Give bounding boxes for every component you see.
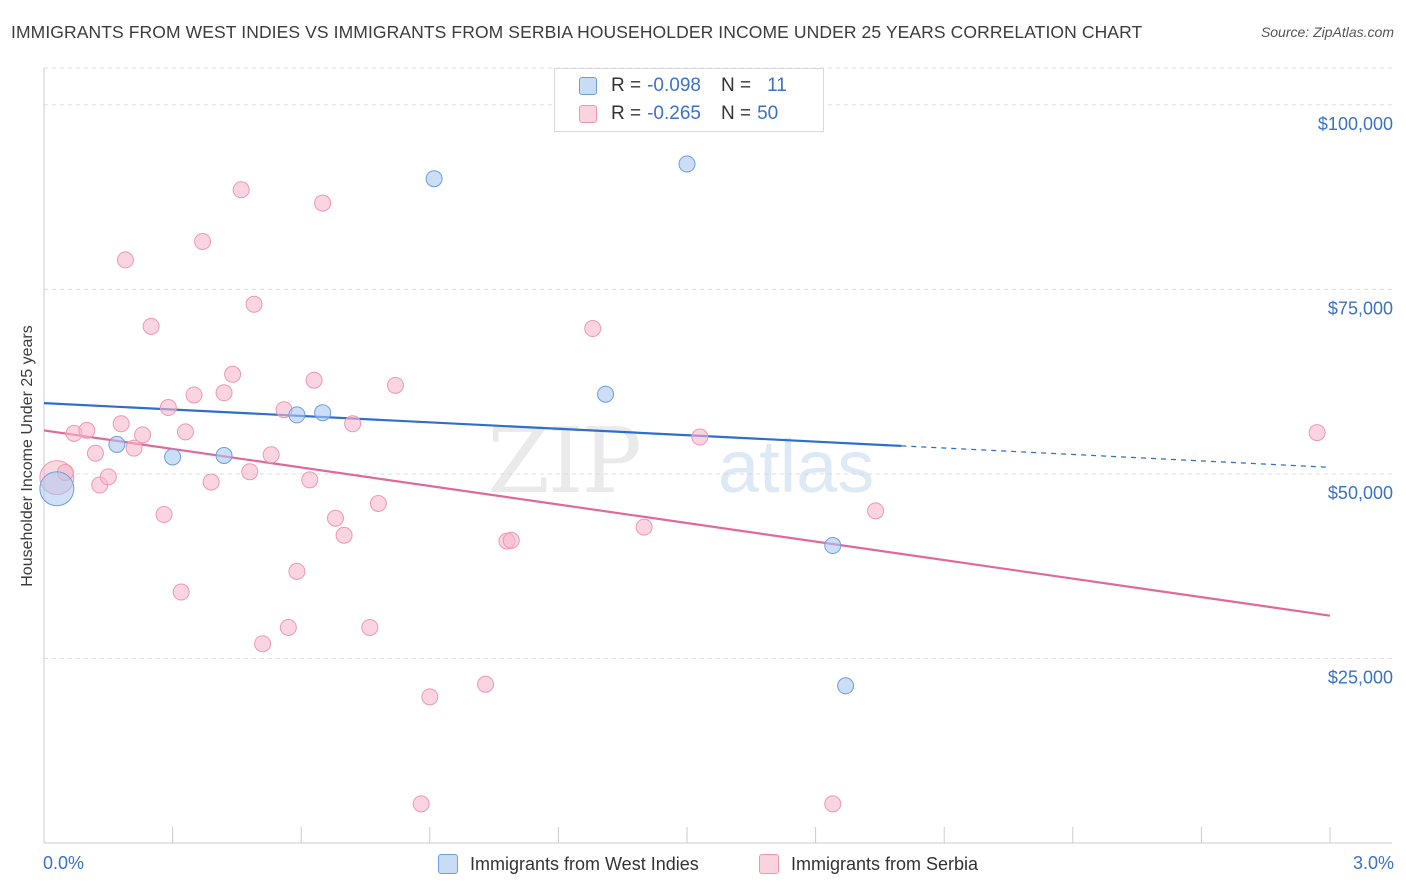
data-point: [224, 365, 242, 383]
data-point: [172, 583, 190, 601]
data-point: [314, 194, 332, 212]
data-point: [344, 415, 362, 433]
stats-row-west-indies: R = -0.098 N = 11: [579, 73, 787, 99]
n-value: 11: [767, 75, 787, 96]
data-point: [215, 384, 233, 402]
r-value: -0.265: [647, 103, 701, 124]
gridlines: [44, 67, 1392, 659]
data-point: [125, 439, 143, 457]
data-point: [159, 399, 177, 417]
data-point: [326, 509, 344, 527]
trend-line: [43, 401, 902, 448]
data-point: [824, 537, 842, 555]
y-tick-label: $25,000: [1328, 667, 1393, 687]
tick-labels: $25,000 $50,000 $75,000 $100,000 0.0% 3.0%: [43, 114, 1394, 873]
data-point: [1308, 424, 1326, 442]
data-point: [412, 795, 430, 813]
stats-row-serbia: R = -0.265 N = 50: [579, 101, 778, 127]
data-point: [678, 155, 696, 173]
data-point: [824, 795, 842, 813]
data-point: [108, 435, 126, 453]
data-point: [78, 421, 96, 439]
data-point: [245, 295, 263, 313]
r-label: R =: [611, 103, 642, 124]
y-tick-label: $100,000: [1318, 114, 1393, 134]
data-point: [314, 404, 332, 422]
data-point: [232, 181, 250, 199]
data-points: [39, 155, 1326, 813]
data-point: [262, 446, 280, 464]
r-label: R =: [611, 75, 642, 96]
data-point: [142, 317, 160, 335]
data-point: [134, 426, 152, 444]
y-tick-label: $75,000: [1328, 298, 1393, 318]
data-point: [369, 494, 387, 512]
data-point: [387, 376, 405, 394]
data-point: [164, 448, 182, 466]
trend-line-extension: [901, 445, 1331, 468]
legend-swatch-west-indies: [579, 77, 597, 95]
data-point: [301, 471, 319, 489]
axes: [43, 68, 1392, 844]
x-tick-label: 0.0%: [43, 853, 84, 873]
n-label: N =: [720, 103, 752, 124]
stats-legend: R = -0.098 N = 11 R = -0.265 N = 50: [554, 68, 824, 132]
data-point: [194, 232, 212, 250]
watermark: ZIP atlas: [487, 409, 874, 514]
data-point: [112, 415, 130, 433]
data-point: [241, 463, 259, 481]
data-point: [254, 635, 272, 653]
legend-swatch-west-indies: [438, 854, 458, 874]
trend-line: [43, 429, 1331, 617]
data-point: [279, 618, 297, 636]
source-label: Source: ZipAtlas.com: [1260, 24, 1394, 40]
legend-swatch-serbia: [579, 105, 597, 123]
legend-item-west-indies[interactable]: Immigrants from West Indies: [438, 850, 699, 878]
data-point: [502, 531, 520, 549]
data-point: [425, 170, 443, 188]
data-point: [99, 468, 117, 486]
legend-label: Immigrants from Serbia: [791, 853, 979, 874]
data-point: [155, 506, 173, 524]
data-point: [176, 423, 194, 441]
n-value: 50: [757, 103, 779, 124]
data-point: [361, 618, 379, 636]
data-point: [477, 675, 495, 693]
legend-swatch-serbia: [759, 854, 779, 874]
chart-title: IMMIGRANTS FROM WEST INDIES VS IMMIGRANT…: [11, 22, 1143, 42]
data-point: [86, 444, 104, 462]
data-point: [288, 562, 306, 580]
data-point: [185, 386, 203, 404]
x-tick-label: 3.0%: [1353, 853, 1394, 873]
data-point: [305, 371, 323, 389]
data-point: [288, 406, 306, 424]
r-value: -0.098: [647, 75, 701, 96]
trend-lines: [43, 401, 1331, 617]
data-point: [335, 526, 353, 544]
data-point: [837, 677, 855, 695]
data-point: [215, 447, 233, 464]
data-point: [421, 688, 439, 706]
data-point: [691, 428, 709, 446]
data-point: [202, 473, 220, 491]
data-point: [597, 385, 615, 403]
legend-item-serbia[interactable]: Immigrants from Serbia: [759, 850, 978, 878]
data-point: [867, 502, 885, 520]
y-tick-label: $50,000: [1328, 483, 1393, 503]
data-point: [584, 320, 602, 338]
legend-label: Immigrants from West Indies: [470, 853, 699, 874]
n-label: N =: [720, 75, 752, 96]
data-point: [116, 251, 134, 269]
data-point: [635, 518, 653, 536]
data-point: [39, 471, 75, 507]
